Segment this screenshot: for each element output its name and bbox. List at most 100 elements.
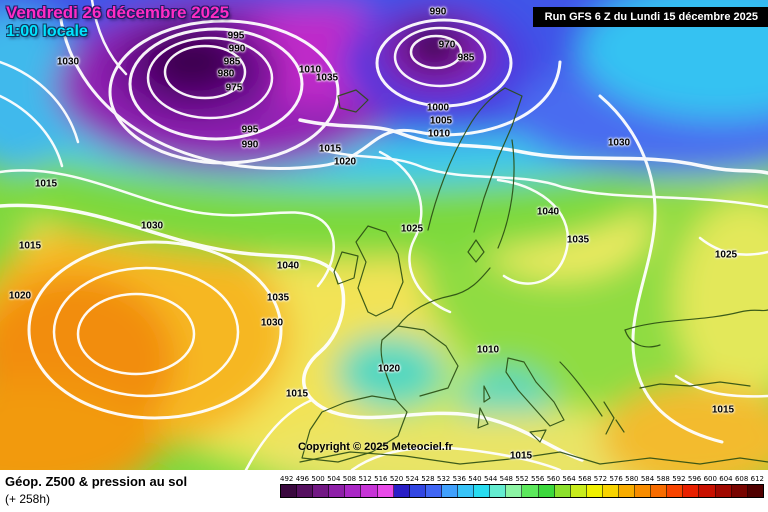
scale-value: 600 — [703, 475, 717, 483]
scale-color-segment — [747, 485, 763, 497]
pressure-label: 1030 — [140, 220, 164, 232]
scale-color-segment — [361, 485, 378, 497]
scale-value: 500 — [311, 475, 325, 483]
pressure-label: 985 — [457, 52, 475, 64]
scale-color-segment — [329, 485, 346, 497]
scale-value: 588 — [656, 475, 670, 483]
scale-value: 612 — [750, 475, 764, 483]
scale-color-segment — [313, 485, 330, 497]
scale-value: 520 — [389, 475, 404, 483]
geopotential-color-field — [0, 0, 768, 470]
map-area: 1030 1015 1015 1020 1030 995 990 985 980 975 995 99… — [0, 0, 768, 470]
scale-value: 492 — [280, 475, 294, 483]
pressure-label: 1010 — [298, 64, 322, 76]
scale-color-segment — [683, 485, 700, 497]
pressure-label: 1040 — [536, 206, 560, 218]
scale-value: 504 — [327, 475, 341, 483]
scale-value: 496 — [295, 475, 310, 483]
scale-value: 548 — [499, 475, 513, 483]
scale-color-segment — [393, 485, 410, 497]
pressure-label: 1005 — [429, 115, 453, 127]
pressure-label: 1000 — [426, 102, 450, 114]
legend-forecast-hour: (+ 258h) — [5, 492, 51, 506]
pressure-label: 1020 — [8, 290, 32, 302]
scale-color-segment — [731, 485, 748, 497]
pressure-label: 1015 — [34, 178, 58, 190]
scale-value: 560 — [546, 475, 561, 483]
scale-color-segment — [281, 485, 298, 497]
scale-color-segment — [538, 485, 555, 497]
scale-color-segment — [474, 485, 491, 497]
scale-value: 564 — [562, 475, 576, 483]
scale-value: 512 — [358, 475, 372, 483]
scale-value: 508 — [342, 475, 357, 483]
pressure-label: 1035 — [266, 292, 290, 304]
scale-value: 524 — [405, 475, 419, 483]
scale-value: 532 — [436, 475, 451, 483]
pressure-label: 990 — [228, 43, 246, 55]
scale-color-segment — [506, 485, 523, 497]
weather-field-graphic — [0, 0, 768, 470]
scale-color-segment — [570, 485, 587, 497]
pressure-label: 1025 — [714, 249, 738, 261]
scale-color-segment — [425, 485, 442, 497]
scale-value: 576 — [609, 475, 623, 483]
scale-value: 552 — [515, 475, 529, 483]
scale-value: 516 — [374, 475, 388, 483]
pressure-label: 995 — [227, 30, 245, 42]
pressure-label: 1010 — [476, 344, 500, 356]
scale-color-segment — [522, 485, 539, 497]
copyright-text: Copyright © 2025 Meteociel.fr — [298, 441, 453, 453]
scale-color-segment — [651, 485, 668, 497]
scale-color-segment — [715, 485, 732, 497]
scale-color-segment — [586, 485, 603, 497]
scale-color-segment — [667, 485, 684, 497]
coastlines — [299, 87, 768, 465]
scale-color-segment — [345, 485, 362, 497]
scale-value: 540 — [468, 475, 482, 483]
pressure-label: 1020 — [333, 156, 357, 168]
model-run-info: Run GFS 6 Z du Lundi 15 décembre 2025 — [532, 7, 768, 27]
pressure-label: 1035 — [566, 234, 590, 246]
scale-color-segment — [409, 485, 426, 497]
forecast-date-block: Vendredi 26 décembre 2025 1:00 locale — [6, 3, 229, 41]
scale-value: 556 — [531, 475, 545, 483]
pressure-label: 975 — [225, 82, 243, 94]
scale-value: 580 — [625, 475, 639, 483]
forecast-local-time: 1:00 locale — [6, 23, 88, 40]
scale-color-segment — [458, 485, 475, 497]
pressure-label: 990 — [429, 6, 447, 18]
pressure-label: 1015 — [285, 388, 309, 400]
scale-value: 584 — [640, 475, 655, 483]
color-scale-bar — [280, 484, 764, 498]
pressure-label: 1030 — [56, 56, 80, 68]
pressure-label: 1015 — [711, 404, 735, 416]
scale-value: 528 — [421, 475, 435, 483]
pressure-label: 1025 — [400, 223, 424, 235]
color-scale-values: 492 496 500 504 508 512 516 520 524 528 532 536 540 5… — [280, 475, 764, 483]
scale-color-segment — [490, 485, 507, 497]
pressure-label: 1035 — [315, 72, 339, 84]
pressure-label: 1020 — [377, 363, 401, 375]
scale-color-segment — [699, 485, 716, 497]
scale-color-segment — [635, 485, 652, 497]
pressure-label: 985 — [223, 56, 241, 68]
scale-value: 608 — [734, 475, 749, 483]
legend-title: Géop. Z500 & pression au sol — [5, 474, 188, 489]
scale-value: 596 — [687, 475, 702, 483]
scale-value: 572 — [593, 475, 608, 483]
scale-color-segment — [602, 485, 619, 497]
scale-value: 592 — [672, 475, 686, 483]
footer-bar: Géop. Z500 & pression au sol (+ 258h) 49… — [0, 470, 768, 512]
pressure-label: 980 — [217, 68, 235, 80]
scale-value: 604 — [719, 475, 733, 483]
pressure-label: 1030 — [607, 137, 631, 149]
scale-color-segment — [377, 485, 394, 497]
forecast-date: Vendredi 26 décembre 2025 — [6, 3, 230, 22]
color-scale: 492 496 500 504 508 512 516 520 524 528 532 536 540 5… — [280, 475, 764, 498]
pressure-label: 1015 — [509, 450, 533, 462]
pressure-label: 970 — [438, 39, 456, 51]
pressure-label: 1015 — [18, 240, 42, 252]
pressure-label: 1040 — [276, 260, 300, 272]
